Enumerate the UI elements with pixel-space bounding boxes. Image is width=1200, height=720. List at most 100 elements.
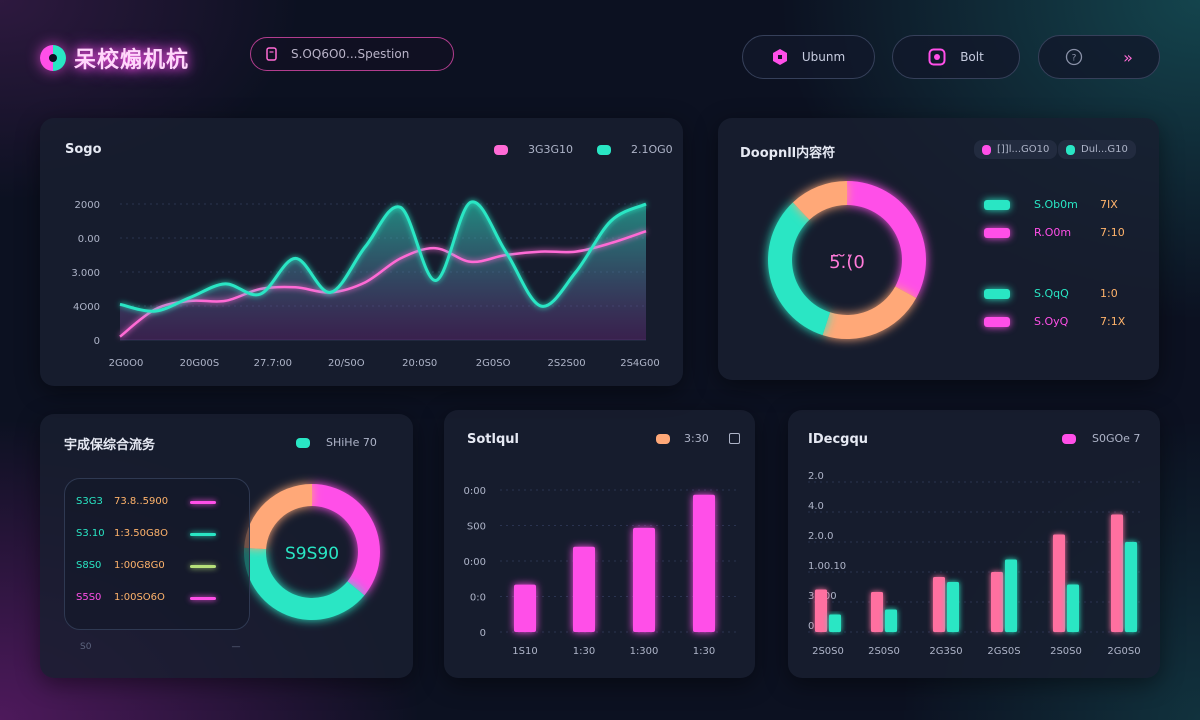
bar[interactable] — [514, 584, 536, 632]
legend-idecgqu[interactable]: S0GOe 7 — [1062, 432, 1140, 445]
bar[interactable] — [933, 577, 945, 632]
donut-slice-3[interactable] — [244, 484, 312, 550]
donut-slice-1[interactable] — [312, 484, 380, 596]
bar[interactable] — [829, 614, 841, 633]
app-logo[interactable]: 呆校煽机杭 — [40, 38, 230, 78]
x-tick-label: 20/S0O — [328, 358, 365, 369]
bar[interactable] — [815, 589, 827, 633]
bar[interactable] — [1053, 534, 1065, 633]
x-tick-label: 20G00S — [180, 358, 220, 369]
summary-list-row[interactable]: S3G3 73.8..5900 — [76, 496, 226, 507]
series-line-teal[interactable] — [119, 200, 647, 313]
bar[interactable] — [1067, 584, 1079, 633]
grouped-bar-chart: 2.04.02.0.01.00.103.00002S0S02S0S02G3S02… — [808, 471, 1144, 657]
legend-sotlqul[interactable]: 3:30 — [656, 432, 740, 445]
app-title: 呆校煽机杭 — [74, 48, 190, 73]
x-tick-label: 2G0O0 — [109, 358, 144, 369]
header-button-bolt-label: Bolt — [960, 50, 984, 64]
donut-legend-label: S.OyQ — [1034, 315, 1069, 328]
footer-mid: — — [231, 642, 241, 652]
bar[interactable] — [1005, 559, 1017, 633]
logo-mark-icon — [40, 45, 66, 71]
donut-center-value: 5̆.̆(̇0 — [829, 252, 865, 273]
y-tick-label: 0:00 — [464, 486, 486, 497]
donut-legend-row[interactable]: S.OyQ 7:1X — [984, 315, 1125, 328]
bar[interactable] — [633, 527, 655, 632]
bar[interactable] — [885, 609, 897, 633]
legend-shihe-label: SHiHe 70 — [326, 436, 377, 449]
panel-doopnll: Doopnll内容符 []]l...GO10 Dul...G10 5̆.̆(̇0… — [718, 118, 1159, 380]
y-tick-label: S00 — [467, 522, 486, 533]
x-tick-label: 2GS0S — [987, 646, 1020, 657]
chip-1-swatch — [982, 144, 991, 155]
header-button-ubunm[interactable]: Ubunm — [742, 35, 875, 79]
donut-slice-2[interactable] — [822, 286, 917, 339]
donut-legend-row[interactable]: R.O0m 7:10 — [984, 226, 1125, 239]
bar[interactable] — [693, 494, 715, 632]
summary-list-row[interactable]: S5S0 1:00SO6O — [76, 592, 226, 603]
y-tick-label: 2.0 — [808, 471, 824, 482]
help-circle-icon: ? — [1065, 48, 1083, 66]
donut-2-center-value: S9S90 — [285, 544, 339, 564]
bar[interactable] — [1111, 514, 1123, 633]
donut-slice-4[interactable] — [792, 181, 847, 220]
summary-row-key: S5S0 — [76, 592, 102, 603]
donut-slice-1[interactable] — [847, 181, 926, 299]
summary-list-row[interactable]: S8S0 1:00G8G0 — [76, 560, 226, 571]
x-tick-label: 27.7:00 — [254, 358, 292, 369]
header-button-ubunm-label: Ubunm — [801, 50, 846, 64]
y-tick-label: 4O00 — [73, 302, 100, 313]
legend-label-1: 3G3G10 — [528, 143, 574, 156]
x-tick-label: 1:300 — [630, 646, 659, 657]
bar[interactable] — [573, 546, 595, 632]
donut-legend-value: 7:10 — [1100, 226, 1125, 239]
y-tick-label: 0 — [94, 336, 100, 347]
bar[interactable] — [1125, 542, 1137, 632]
bar[interactable] — [871, 592, 883, 632]
summary-list-row[interactable]: S3.10 1:3.50G8O — [76, 528, 226, 539]
donut-legend-row[interactable]: S.QqQ 1:0 — [984, 287, 1118, 300]
y-tick-label: 0 — [480, 628, 486, 639]
summary-list-card — [64, 478, 250, 630]
donut-slice-3[interactable] — [768, 202, 831, 336]
x-tick-label: 2S2S00 — [547, 358, 585, 369]
target-icon — [928, 48, 946, 66]
chip-1[interactable]: []]l...GO10 — [974, 140, 1058, 159]
expand-icon[interactable] — [728, 433, 740, 444]
search-box[interactable] — [250, 37, 454, 71]
x-tick-label: 1:30 — [693, 646, 715, 657]
summary-row-value: 1:00G8G0 — [114, 560, 165, 571]
bar[interactable] — [991, 572, 1003, 632]
header-button-bolt[interactable]: Bolt — [892, 35, 1020, 79]
legend-item-2[interactable]: 2.1OG0 — [597, 143, 673, 156]
x-tick-label: 2G0SO — [476, 358, 511, 369]
panel-idecgqu: IDecgqu S0GOe 7 2.04.02.0.01.00.103.0000… — [788, 410, 1160, 678]
summary-row-value: 1:3.50G8O — [114, 528, 168, 539]
x-tick-label: 2G3S0 — [929, 646, 962, 657]
legend-shihe[interactable]: SHiHe 70 — [296, 436, 377, 449]
series-line-pink[interactable] — [119, 230, 647, 338]
x-tick-label: 2S0S0 — [1050, 646, 1082, 657]
header-button-help[interactable]: ? » — [1038, 35, 1160, 79]
chip-2-swatch — [1066, 144, 1075, 155]
legend-item-1[interactable]: 3G3G10 — [494, 143, 573, 156]
y-tick-label: 2.0.0 — [808, 531, 833, 542]
line-area-chart: 2000 0.00 3.000 4O00 0 2G0O0 20G00S 27.7:00 20/S… — [71, 200, 660, 369]
x-tick-label: 20:0S0 — [402, 358, 437, 369]
y-tick-label: 0 — [808, 621, 814, 632]
bar[interactable] — [947, 582, 959, 632]
search-input[interactable] — [289, 46, 443, 62]
donut-slice-2[interactable] — [244, 547, 365, 620]
donut-legend-row[interactable]: S.Ob0m 7IX — [984, 198, 1118, 211]
y-tick-label: 1.00.10 — [808, 561, 846, 572]
summary-row-line — [190, 565, 216, 568]
legend-swatch-1 — [494, 144, 508, 155]
donut-legend-swatch — [984, 199, 1010, 210]
chip-2[interactable]: Dul...G10 — [1058, 140, 1136, 159]
svg-text:?: ? — [1072, 54, 1077, 64]
x-tick-label: 2S4G00 — [620, 358, 660, 369]
y-tick-label: 0.00 — [78, 234, 100, 245]
summary-row-line — [190, 533, 216, 536]
legend-idecgqu-label: S0GOe 7 — [1092, 432, 1141, 445]
